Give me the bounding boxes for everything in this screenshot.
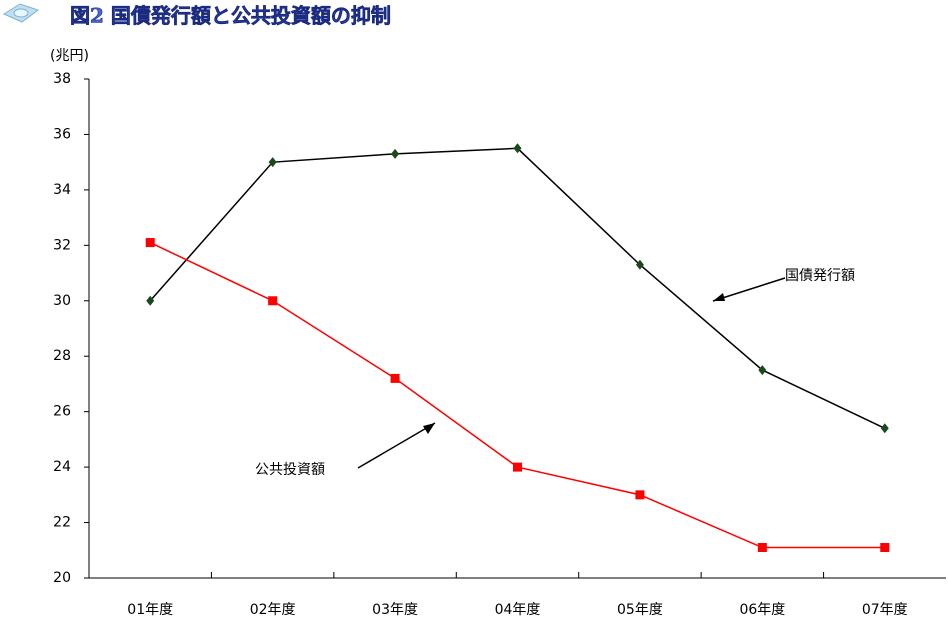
x-tick-label: 01年度 xyxy=(127,602,173,618)
marker xyxy=(513,143,522,154)
annotation-arrow xyxy=(357,422,436,469)
y-tick-label: 24 xyxy=(53,459,71,475)
series-label: 国債発行額 xyxy=(785,268,855,284)
y-tick-label: 36 xyxy=(53,126,71,142)
series-line xyxy=(149,241,885,549)
x-tick-label: 05年度 xyxy=(617,602,663,618)
marker xyxy=(513,462,522,472)
marker xyxy=(757,543,767,553)
y-tick-label: 38 xyxy=(53,71,71,87)
x-tick-label: 04年度 xyxy=(495,602,541,618)
marker xyxy=(390,373,400,383)
y-tick-label: 32 xyxy=(53,237,71,253)
x-tick-label: 07年度 xyxy=(862,602,908,618)
x-tick-label: 03年度 xyxy=(372,602,418,618)
marker xyxy=(635,259,644,270)
annotation-arrow xyxy=(712,277,786,302)
marker xyxy=(635,490,645,500)
y-tick-label: 30 xyxy=(53,293,71,309)
marker xyxy=(146,295,155,306)
y-axis-unit: (兆円) xyxy=(50,48,89,64)
x-tick-label: 02年度 xyxy=(250,602,296,618)
y-tick-label: 28 xyxy=(53,348,71,364)
y-tick-label: 20 xyxy=(53,570,71,586)
marker xyxy=(880,423,889,434)
marker xyxy=(880,543,890,553)
marker xyxy=(391,148,400,159)
marker xyxy=(268,296,278,306)
marker xyxy=(145,238,155,248)
marker xyxy=(268,157,277,168)
arrow-head xyxy=(713,293,725,301)
title-icon xyxy=(2,3,40,23)
chart-title: 図2 国債発行額と公共投資額の抑制 xyxy=(70,4,391,28)
arrow-head xyxy=(423,423,435,434)
y-tick-label: 26 xyxy=(53,404,71,420)
y-tick-label: 34 xyxy=(53,182,71,198)
series-label: 公共投資額 xyxy=(255,462,325,478)
series-line xyxy=(149,147,886,429)
y-tick-label: 22 xyxy=(53,515,71,531)
marker xyxy=(758,365,767,376)
x-tick-label: 06年度 xyxy=(739,602,785,618)
